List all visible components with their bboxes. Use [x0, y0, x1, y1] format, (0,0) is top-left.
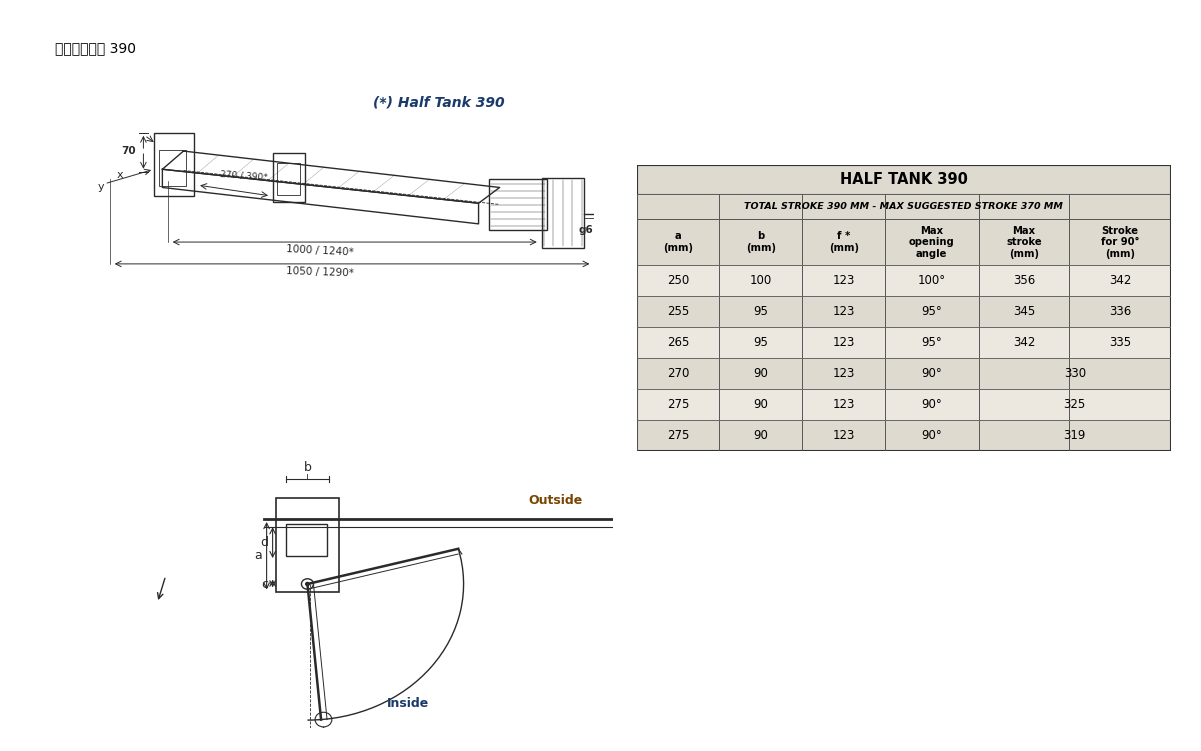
- Bar: [637, 265, 1171, 296]
- Text: 95: 95: [753, 336, 769, 349]
- Text: Inside: Inside: [387, 697, 430, 710]
- Text: y: y: [98, 182, 104, 192]
- Text: 275: 275: [667, 429, 689, 442]
- Text: 123: 123: [832, 274, 855, 287]
- Bar: [637, 296, 1171, 327]
- Text: 90: 90: [753, 429, 769, 442]
- Circle shape: [306, 583, 310, 586]
- Text: Max
stroke
(mm): Max stroke (mm): [1006, 225, 1041, 259]
- Bar: [637, 389, 1171, 420]
- Text: f *
(mm): f * (mm): [829, 231, 859, 253]
- Text: Max
opening
angle: Max opening angle: [909, 225, 955, 259]
- Text: 356: 356: [1012, 274, 1035, 287]
- Text: 325: 325: [1064, 398, 1086, 411]
- Bar: [637, 327, 1171, 357]
- Text: 265: 265: [667, 336, 689, 349]
- Bar: [637, 357, 1171, 389]
- Text: 123: 123: [832, 429, 855, 442]
- Text: TOTAL STROKE 390 MM - MAX SUGGESTED STROKE 370 MM: TOTAL STROKE 390 MM - MAX SUGGESTED STRO…: [745, 202, 1063, 211]
- Text: b: b: [304, 461, 311, 474]
- Text: 100°: 100°: [918, 274, 946, 287]
- Text: d: d: [259, 536, 268, 549]
- Text: 345: 345: [1012, 305, 1035, 318]
- Text: 123: 123: [832, 398, 855, 411]
- Text: 270 / 390*: 270 / 390*: [220, 169, 269, 182]
- Text: 70: 70: [121, 146, 136, 156]
- Text: 90°: 90°: [921, 429, 943, 442]
- Text: b
(mm): b (mm): [746, 231, 776, 253]
- Text: ハーフタンク 390: ハーフタンク 390: [55, 41, 136, 55]
- Text: (*) Half Tank 390: (*) Half Tank 390: [374, 95, 504, 110]
- Bar: [637, 165, 1171, 194]
- Bar: [637, 219, 1171, 265]
- Bar: [277, 163, 300, 195]
- Text: 342: 342: [1109, 274, 1131, 287]
- Text: 335: 335: [1110, 336, 1131, 349]
- Text: 336: 336: [1109, 305, 1131, 318]
- Bar: [273, 153, 305, 202]
- Text: 90: 90: [753, 398, 769, 411]
- Text: 330: 330: [1064, 366, 1086, 380]
- Text: 123: 123: [832, 336, 855, 349]
- Text: x: x: [116, 170, 124, 180]
- Text: 342: 342: [1012, 336, 1035, 349]
- Text: c: c: [261, 578, 268, 591]
- Text: Outside: Outside: [528, 493, 582, 506]
- Text: 95: 95: [753, 305, 769, 318]
- Text: 255: 255: [667, 305, 689, 318]
- Text: 1050 / 1290*: 1050 / 1290*: [287, 267, 354, 279]
- Bar: [286, 524, 327, 556]
- Bar: [637, 420, 1171, 451]
- Text: 90°: 90°: [921, 366, 943, 380]
- Text: 90°: 90°: [921, 398, 943, 411]
- Text: Stroke
for 90°
(mm): Stroke for 90° (mm): [1101, 225, 1140, 259]
- Bar: [154, 133, 195, 196]
- Text: 123: 123: [832, 366, 855, 380]
- Bar: [276, 498, 339, 593]
- Text: 275: 275: [667, 398, 689, 411]
- Text: 1000 / 1240*: 1000 / 1240*: [287, 245, 354, 258]
- Text: g6: g6: [579, 225, 593, 235]
- Bar: [160, 150, 186, 186]
- Text: 270: 270: [667, 366, 689, 380]
- Text: 100: 100: [749, 274, 772, 287]
- Text: 319: 319: [1064, 429, 1086, 442]
- Bar: [542, 178, 584, 248]
- Text: 95°: 95°: [921, 305, 943, 318]
- Text: 90: 90: [753, 366, 769, 380]
- Text: a: a: [255, 549, 262, 562]
- Bar: [489, 179, 548, 230]
- Text: 250: 250: [667, 274, 689, 287]
- Text: 95°: 95°: [921, 336, 943, 349]
- Text: HALF TANK 390: HALF TANK 390: [839, 172, 968, 187]
- Bar: [637, 194, 1171, 219]
- Text: a
(mm): a (mm): [663, 231, 693, 253]
- Text: 123: 123: [832, 305, 855, 318]
